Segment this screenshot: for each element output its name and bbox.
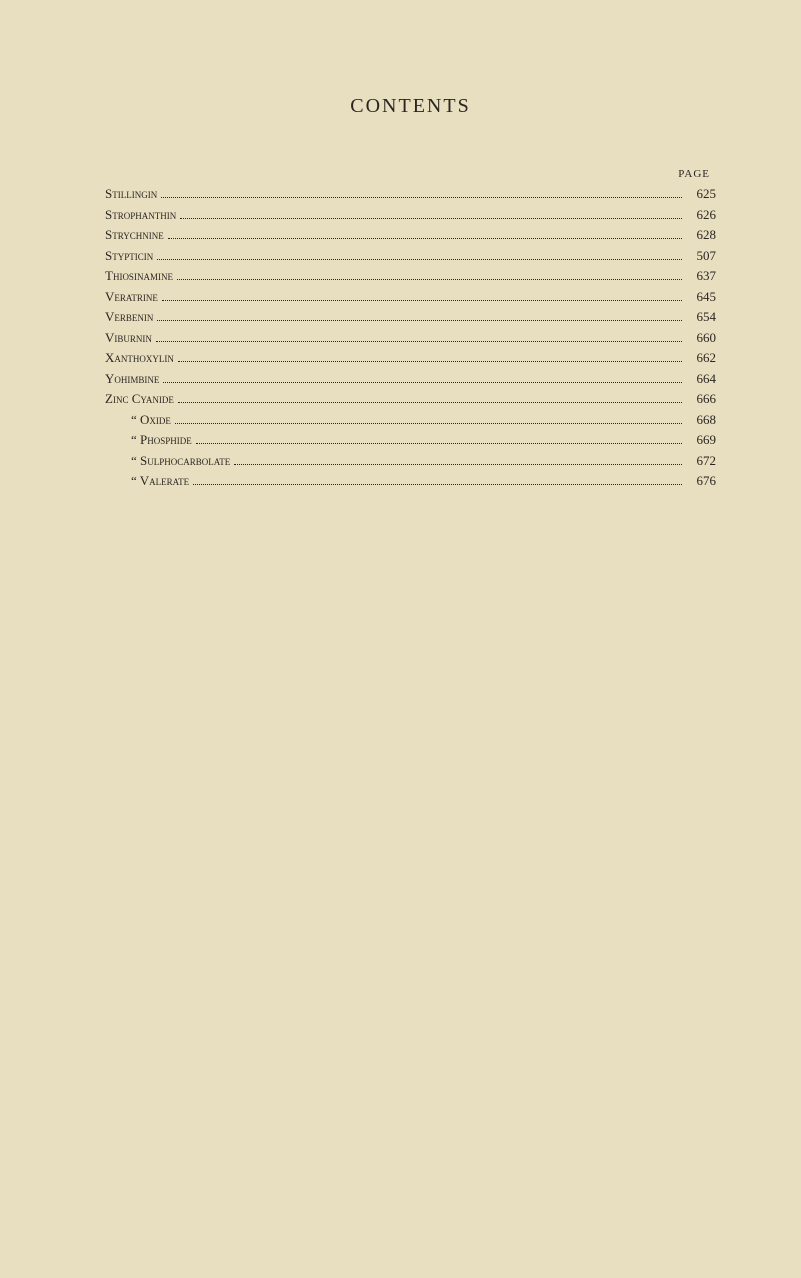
entry-page: 637: [686, 266, 716, 286]
entry-label: Zinc Cyanide: [105, 389, 174, 409]
toc-entry: “ Sulphocarbolate 672: [105, 451, 716, 471]
dot-leader: [178, 361, 682, 362]
toc-entry: Verbenin 654: [105, 307, 716, 327]
toc-entry: Zinc Cyanide 666: [105, 389, 716, 409]
entry-page: 645: [686, 287, 716, 307]
dot-leader: [196, 443, 682, 444]
entry-label: “ Phosphide: [105, 430, 192, 450]
toc-list: Stillingin 625 Strophanthin 626 Strychni…: [105, 184, 716, 491]
toc-entry: “ Phosphide 669: [105, 430, 716, 450]
dot-leader: [162, 300, 682, 301]
entry-page: 664: [686, 369, 716, 389]
entry-label: “ Oxide: [105, 410, 171, 430]
dot-leader: [157, 259, 682, 260]
toc-entry: “ Valerate 676: [105, 471, 716, 491]
dot-leader: [157, 320, 682, 321]
entry-label: Veratrine: [105, 287, 158, 307]
entry-page: 626: [686, 205, 716, 225]
dot-leader: [180, 218, 682, 219]
entry-label: Yohimbine: [105, 369, 159, 389]
dot-leader: [163, 382, 682, 383]
entry-page: 672: [686, 451, 716, 471]
entry-page: 666: [686, 389, 716, 409]
dot-leader: [234, 464, 682, 465]
toc-entry: Viburnin 660: [105, 328, 716, 348]
entry-label: Thiosinamine: [105, 266, 173, 286]
entry-page: 662: [686, 348, 716, 368]
entry-label: “ Sulphocarbolate: [105, 451, 230, 471]
entry-label: “ Valerate: [105, 471, 189, 491]
entry-label: Strychnine: [105, 225, 164, 245]
toc-entry: Stillingin 625: [105, 184, 716, 204]
entry-label: Viburnin: [105, 328, 152, 348]
entry-page: 507: [686, 246, 716, 266]
entry-page: 669: [686, 430, 716, 450]
entry-label: Stypticin: [105, 246, 153, 266]
dot-leader: [178, 402, 682, 403]
page-title: CONTENTS: [105, 95, 716, 118]
entry-page: 654: [686, 307, 716, 327]
dot-leader: [193, 484, 682, 485]
page-column-header: PAGE: [105, 168, 716, 180]
toc-entry: Xanthoxylin 662: [105, 348, 716, 368]
toc-entry: Veratrine 645: [105, 287, 716, 307]
toc-entry: Strychnine 628: [105, 225, 716, 245]
dot-leader: [156, 341, 682, 342]
toc-entry: Thiosinamine 637: [105, 266, 716, 286]
dot-leader: [161, 197, 682, 198]
entry-page: 660: [686, 328, 716, 348]
dot-leader: [177, 279, 682, 280]
entry-page: 668: [686, 410, 716, 430]
toc-entry: “ Oxide 668: [105, 410, 716, 430]
dot-leader: [168, 238, 682, 239]
dot-leader: [175, 423, 682, 424]
entry-label: Verbenin: [105, 307, 153, 327]
entry-label: Stillingin: [105, 184, 157, 204]
toc-entry: Stypticin 507: [105, 246, 716, 266]
entry-label: Xanthoxylin: [105, 348, 174, 368]
toc-entry: Strophanthin 626: [105, 205, 716, 225]
entry-page: 628: [686, 225, 716, 245]
entry-label: Strophanthin: [105, 205, 176, 225]
entry-page: 625: [686, 184, 716, 204]
contents-page: CONTENTS PAGE Stillingin 625 Strophanthi…: [0, 0, 801, 491]
toc-entry: Yohimbine 664: [105, 369, 716, 389]
entry-page: 676: [686, 471, 716, 491]
